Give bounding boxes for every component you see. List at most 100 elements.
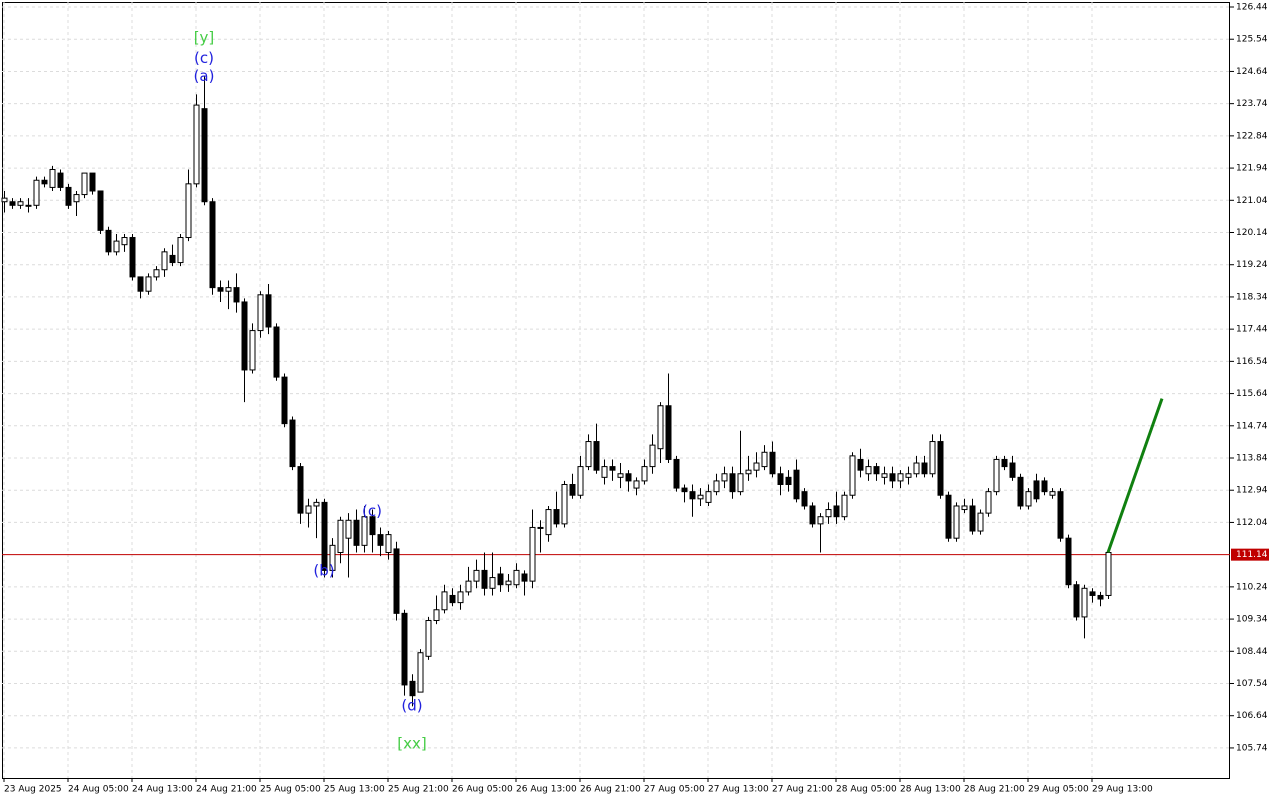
candle-body [1097,594,1104,600]
candle-body [1001,458,1008,468]
candle-body [313,501,320,507]
x-tick-label: 27 Aug 21:00 [772,785,833,795]
candle-body [905,473,912,478]
candle-body [1089,591,1096,596]
candle-body [113,240,120,253]
candle-body [25,204,32,207]
x-tick-label: 26 Aug 05:00 [452,785,513,795]
candle-body [865,466,872,475]
candle-body [425,620,432,657]
candle-body [457,591,464,604]
x-tick-label: 24 Aug 13:00 [132,785,193,795]
x-tick-label: 29 Aug 05:00 [1028,785,1089,795]
y-tick-label: 120.14 [1236,228,1268,238]
candle-body [137,276,144,292]
candle-body [249,330,256,371]
current-price-label: 111.14 [1236,550,1268,560]
candle-body [353,519,360,546]
candle-body [921,462,928,475]
candle-body [33,179,40,206]
candle-body [873,466,880,475]
candle-body [105,229,112,253]
wave-label: [xx] [397,734,426,752]
x-tick-label: 23 Aug 2025 [4,785,62,795]
wave-label: (d) [401,697,422,715]
y-tick-label: 112.94 [1236,486,1268,496]
candle-body [129,237,136,278]
candle-body [673,458,680,489]
wave-label: [y] [194,29,215,47]
candle-body [393,548,400,614]
candle-body [569,483,576,496]
candle-body [185,183,192,239]
y-tick-label: 105.74 [1236,743,1268,753]
candle-body [633,480,640,489]
x-tick-label: 27 Aug 05:00 [644,785,705,795]
y-tick-label: 115.64 [1236,389,1268,399]
candle-body [209,201,216,289]
plot-frame [2,2,1230,779]
candle-body [945,494,952,539]
candle-body [665,405,672,460]
candle-body [1073,584,1080,618]
candle-body [505,580,512,586]
candle-body [417,652,424,693]
candle-body [409,680,416,697]
candle-body [993,458,1000,493]
candle-body [449,594,456,604]
candle-body [929,441,936,475]
x-tick-label: 28 Aug 05:00 [836,785,897,795]
y-tick-label: 124.64 [1236,67,1268,77]
candle-body [721,473,728,482]
candle-body [729,473,736,493]
candle-body [713,480,720,493]
candle-body [953,505,960,539]
y-tick-label: 106.64 [1236,711,1268,721]
candle-body [361,516,368,546]
candle-body [513,569,520,586]
candle-body [585,441,592,468]
candle-body [977,512,984,532]
candle-body [161,251,168,271]
candle-body [657,405,664,450]
x-tick-label: 24 Aug 21:00 [196,785,257,795]
x-tick-label: 27 Aug 13:00 [708,785,769,795]
candle-body [617,473,624,478]
candle-body [849,455,856,496]
candle-body [337,519,344,554]
forecast-line [1106,398,1164,553]
candle-body [705,491,712,503]
candle-body [9,201,16,206]
candle-body [889,473,896,482]
candle-body [369,516,376,536]
candle-body [57,172,64,188]
candle-body [321,501,328,571]
candle-body [1057,491,1064,539]
candle-body [521,573,528,582]
candle-body [97,190,104,231]
candle-body [473,569,480,582]
y-tick-label: 113.84 [1236,454,1268,464]
candle-body [769,451,776,475]
y-tick-label: 110.24 [1236,582,1268,592]
x-tick-label: 28 Aug 21:00 [964,785,1025,795]
candle-body [233,287,240,303]
candle-body [985,491,992,514]
candle-body [281,376,288,425]
wave-label: (a) [194,67,215,85]
y-tick-label: 121.04 [1236,196,1268,206]
wave-label: (c) [194,49,214,67]
candle-body [801,491,808,507]
candle-body [73,194,80,203]
y-tick-label: 126.44 [1236,3,1268,13]
candle-body [537,526,544,529]
y-tick-label: 108.44 [1236,647,1268,657]
candle-body [553,509,560,525]
candle-body [169,254,176,264]
candle-body [777,473,784,485]
candle-body [481,569,488,589]
candle-body [241,301,248,371]
candle-body [1105,552,1112,596]
candle-body [49,169,56,188]
